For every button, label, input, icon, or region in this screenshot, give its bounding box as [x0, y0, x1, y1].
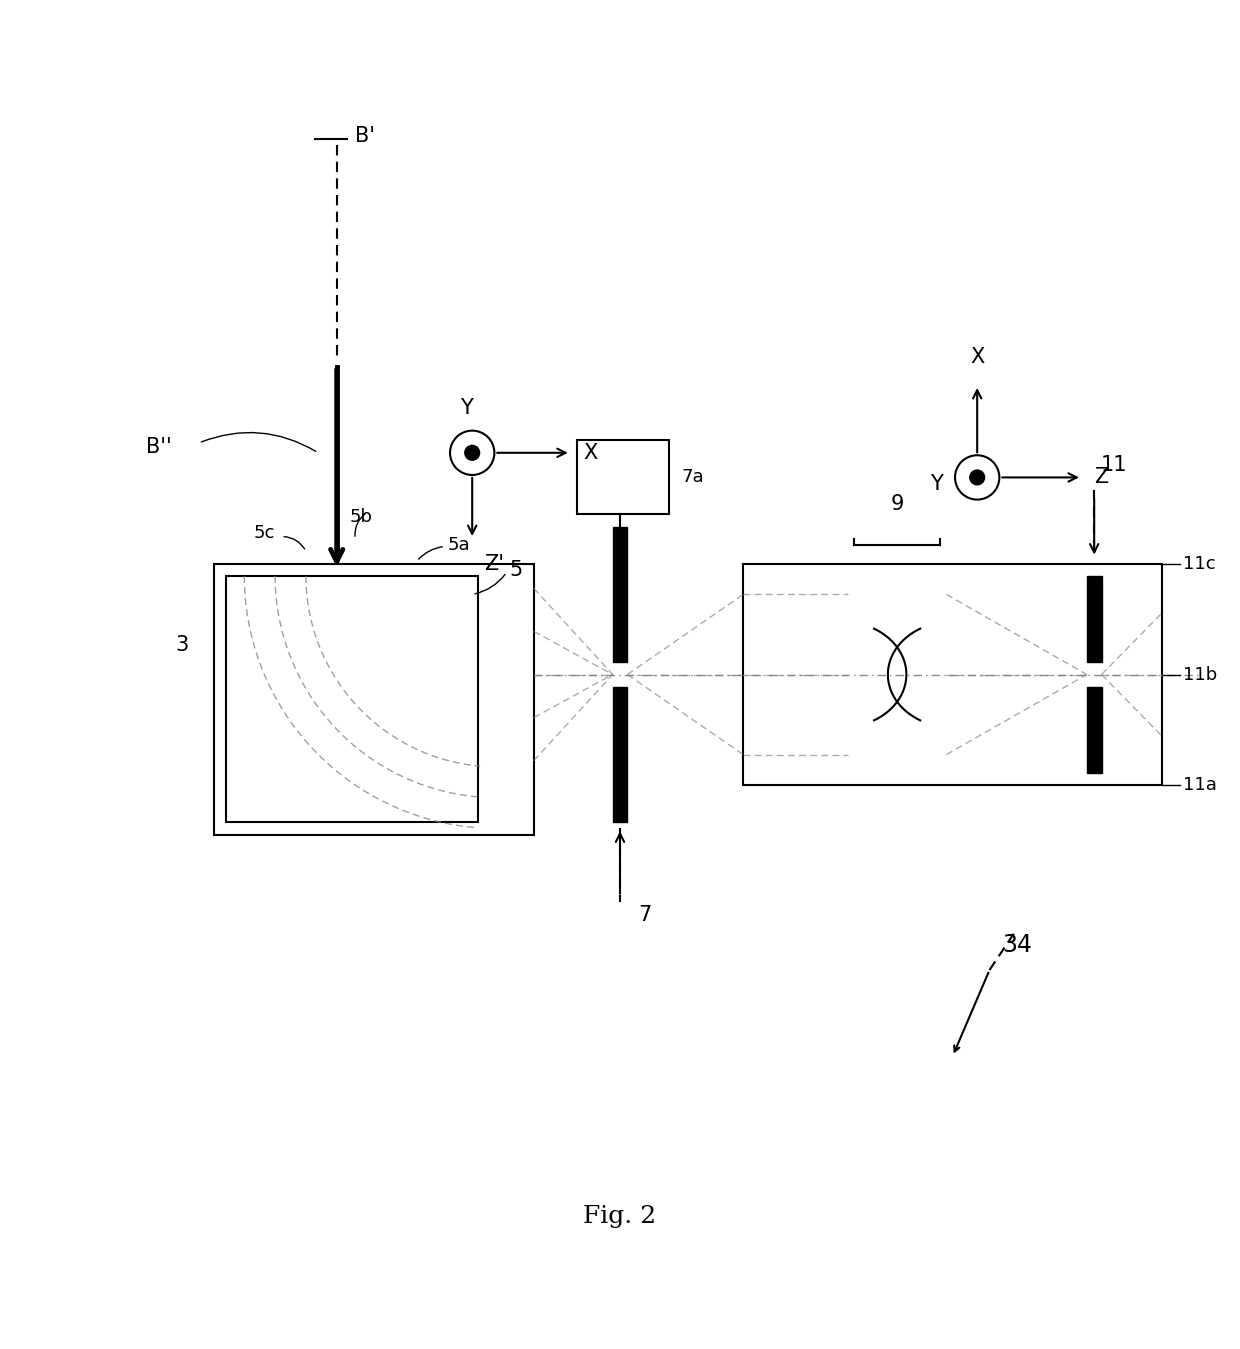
Polygon shape: [613, 526, 627, 662]
Text: 9: 9: [890, 494, 904, 514]
FancyArrowPatch shape: [284, 537, 305, 549]
Text: Z': Z': [485, 554, 505, 573]
Text: 11c: 11c: [1183, 554, 1215, 572]
Text: 3: 3: [176, 635, 188, 656]
Polygon shape: [1086, 687, 1101, 773]
Text: X: X: [970, 347, 985, 367]
Text: 11b: 11b: [1183, 665, 1218, 684]
FancyArrowPatch shape: [355, 514, 366, 537]
Text: Z: Z: [1094, 468, 1109, 487]
Text: Fig. 2: Fig. 2: [584, 1205, 656, 1228]
Text: X: X: [583, 442, 598, 463]
FancyArrowPatch shape: [475, 575, 505, 594]
Text: Y: Y: [460, 398, 472, 418]
Text: 5c: 5c: [254, 523, 275, 542]
Text: 7: 7: [639, 905, 652, 924]
Bar: [213, 564, 533, 835]
Text: 34: 34: [1002, 934, 1032, 958]
FancyArrowPatch shape: [419, 546, 443, 558]
Text: B'': B'': [146, 437, 171, 457]
Circle shape: [465, 445, 480, 460]
Text: B': B': [355, 127, 376, 146]
Bar: [577, 441, 670, 514]
Text: Y: Y: [930, 473, 942, 494]
Bar: [743, 564, 1162, 785]
FancyArrowPatch shape: [201, 433, 316, 452]
Text: 7a: 7a: [682, 468, 704, 487]
Bar: [226, 576, 479, 823]
Circle shape: [970, 469, 985, 484]
Text: 5: 5: [510, 560, 522, 580]
Polygon shape: [1086, 576, 1101, 662]
Text: 5b: 5b: [350, 509, 373, 526]
Text: 11a: 11a: [1183, 777, 1216, 795]
Polygon shape: [613, 687, 627, 823]
Text: 5a: 5a: [448, 536, 470, 554]
Text: 11: 11: [1100, 455, 1127, 475]
